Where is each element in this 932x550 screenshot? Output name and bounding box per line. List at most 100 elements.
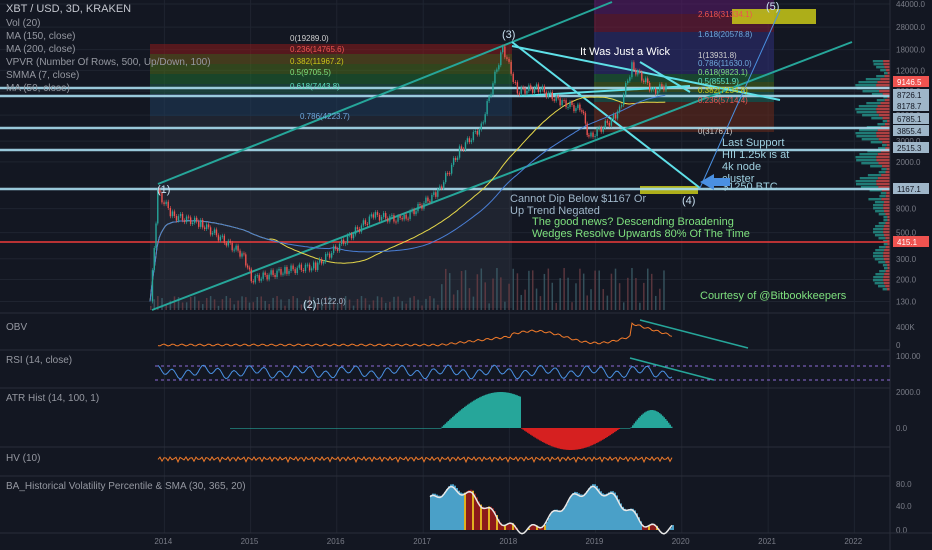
volume-bar — [173, 296, 176, 310]
vpvr-up — [882, 144, 887, 147]
candle — [565, 100, 567, 108]
volume-bar — [252, 302, 255, 310]
candle — [654, 88, 657, 94]
atr-bar — [405, 428, 407, 429]
bbw-bar — [586, 491, 588, 530]
volume-bar — [296, 298, 299, 310]
atr-bar — [465, 405, 467, 428]
pane-obv-title[interactable]: OBV — [6, 322, 28, 333]
vpvr-up — [872, 279, 884, 282]
atr-bar — [471, 401, 473, 428]
atr-bar — [489, 393, 491, 428]
bbw-bar — [502, 524, 504, 530]
atr-bar — [299, 428, 301, 429]
volume-bar — [476, 274, 479, 310]
atr-bar — [233, 428, 235, 429]
candle — [376, 212, 379, 215]
atr-bar — [296, 428, 298, 429]
candle — [582, 111, 585, 114]
candle — [282, 273, 284, 275]
atr-bar — [390, 428, 392, 429]
candle — [246, 265, 249, 268]
volume-bar — [464, 270, 467, 310]
indicator-vpvr[interactable]: VPVR (Number Of Rows, 500, Up/Down, 100) — [6, 57, 211, 68]
pane-tick-label: 0.0 — [896, 424, 908, 433]
fib-left-label: 0(19289.0) — [290, 34, 329, 43]
indicator-ma200[interactable]: MA (200, close) — [6, 44, 76, 55]
candle — [419, 203, 421, 206]
indicator-ma50[interactable]: MA (50, close) — [6, 83, 70, 94]
bbw-bar-highlight — [512, 523, 514, 530]
atr-bar — [401, 428, 403, 429]
candle — [278, 269, 280, 271]
candle — [290, 265, 292, 272]
atr-bar — [549, 428, 551, 446]
volume-bar — [551, 282, 554, 310]
vpvr-down — [885, 246, 890, 249]
svg-text:$1250 BTC: $1250 BTC — [722, 181, 778, 193]
bbw-bar — [500, 522, 502, 530]
candle — [167, 201, 169, 209]
atr-bar — [314, 428, 316, 429]
vpvr-up — [873, 252, 884, 255]
price-label: 6785.1 — [897, 115, 922, 124]
volume-bar — [344, 296, 347, 310]
pane-bbw-title[interactable]: BA_Historical Volatility Percentile & SM… — [6, 481, 246, 492]
volume-bar — [528, 270, 530, 310]
vpvr-up — [883, 219, 888, 222]
volume-bar — [586, 295, 588, 310]
candle — [209, 227, 212, 235]
candle — [486, 101, 488, 115]
bbw-bar — [568, 499, 570, 530]
pane-hv-title[interactable]: HV (10) — [6, 453, 41, 464]
candle — [600, 127, 602, 132]
candle — [185, 216, 188, 223]
bbw-bar — [546, 521, 548, 530]
year-tick-label: 2016 — [327, 537, 345, 546]
candle — [368, 216, 371, 225]
volume-bar — [547, 268, 550, 310]
indicator-ma150[interactable]: MA (150, close) — [6, 31, 76, 42]
fib-right-label: 2.618(31334.1) — [698, 10, 753, 19]
atr-bar — [386, 428, 388, 429]
atr-bar — [378, 428, 380, 429]
price-label: 9146.5 — [897, 78, 922, 87]
atr-bar — [269, 428, 271, 429]
candles — [151, 44, 667, 304]
candle — [260, 278, 262, 281]
atr-bar — [615, 428, 617, 432]
bbw-bar — [556, 509, 558, 530]
price-labels: 9146.5 8726.1 8178.7 6785.1 3855.4 2515.3 1167… — [893, 76, 929, 247]
atr-bar — [668, 422, 670, 428]
indicator-smma[interactable]: SMMA (7, close) — [6, 70, 80, 81]
price-tick-label: 500.0 — [896, 229, 917, 238]
vpvr-up — [878, 222, 886, 225]
vpvr-up — [874, 201, 884, 204]
bbw-bar — [458, 490, 460, 530]
bbw-bar — [442, 494, 444, 530]
candle — [344, 243, 347, 245]
candle — [304, 264, 307, 272]
candle — [549, 91, 551, 93]
candle — [596, 128, 598, 137]
volume-bar — [324, 296, 327, 310]
candle — [637, 70, 639, 75]
bbw-bar — [532, 524, 534, 530]
atr-bar — [653, 410, 655, 428]
volume-bar — [332, 301, 335, 310]
atr-bar — [311, 428, 313, 429]
candle — [466, 138, 469, 143]
atr-bar — [419, 428, 421, 429]
indicator-vol[interactable]: Vol (20) — [6, 18, 41, 29]
price-label-bg — [893, 89, 929, 100]
candle — [577, 104, 579, 109]
pane-rsi-title[interactable]: RSI (14, close) — [6, 355, 73, 366]
arrow-icon — [700, 174, 730, 190]
trend-channel — [151, 1, 853, 311]
atr-bar — [476, 398, 478, 428]
atr-bar — [662, 415, 664, 428]
candle — [480, 123, 482, 130]
volume-bar — [531, 270, 534, 310]
pane-atr-title[interactable]: ATR Hist (14, 100, 1) — [6, 393, 100, 404]
